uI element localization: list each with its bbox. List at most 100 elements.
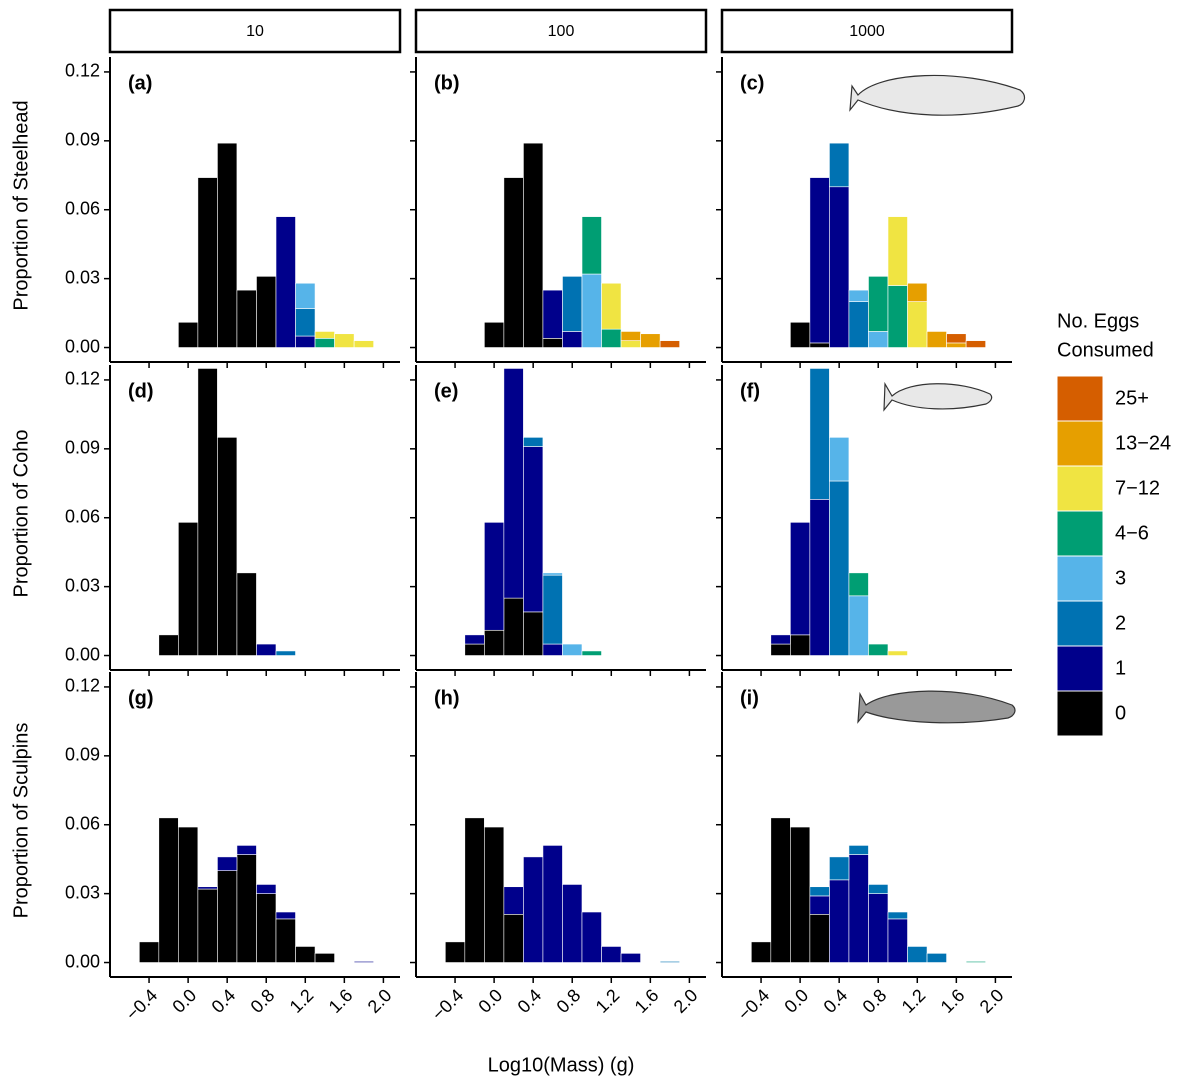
x-tick-label: −0.4 <box>428 985 467 1024</box>
legend-label: 4−6 <box>1115 522 1149 544</box>
bar-segment <box>314 338 335 348</box>
facet-strip <box>108 8 402 54</box>
bar-segment <box>197 368 218 656</box>
bar-segment <box>829 437 850 482</box>
bar-segment <box>848 854 869 963</box>
panel-tag: (a) <box>128 72 152 94</box>
bar-segment <box>178 826 199 963</box>
bar-segment <box>581 273 602 348</box>
bar-segment <box>523 142 544 348</box>
bar-segment <box>256 643 277 656</box>
x-tick-label: 0.0 <box>474 985 506 1017</box>
bar-segment <box>158 817 179 963</box>
y-tick-label: 0.06 <box>65 198 100 218</box>
legend-swatch <box>1056 555 1104 602</box>
fish-icons <box>849 74 1026 724</box>
x-axis-title: Log10(Mass) (g) <box>488 1054 635 1076</box>
bar-segment <box>868 276 889 332</box>
bar-segment <box>581 911 602 963</box>
bar-segment <box>809 368 830 500</box>
bar-segment <box>353 340 374 348</box>
bar-segment <box>887 911 908 920</box>
y-tick-label: 0.00 <box>65 336 100 356</box>
x-tick-label: −0.4 <box>734 985 773 1024</box>
bar-segment <box>523 437 544 447</box>
bar-segment <box>868 884 889 894</box>
x-tick-label: 2.0 <box>364 985 396 1017</box>
bar-segment <box>659 340 680 348</box>
bar-segment <box>829 879 850 963</box>
x-tick-label: 2.0 <box>670 985 702 1017</box>
x-tick-label: 1.6 <box>325 985 357 1017</box>
panel-tag: (i) <box>740 687 759 709</box>
panel-tag: (c) <box>740 72 764 94</box>
bar-segment <box>138 941 160 963</box>
bar-segment <box>848 289 869 302</box>
bar-segment <box>484 321 505 348</box>
bar-segment <box>907 946 928 963</box>
bar-segment <box>965 961 986 963</box>
legend-label: 7−12 <box>1115 477 1160 499</box>
bar-segment <box>256 893 277 963</box>
bar-segment <box>503 597 524 656</box>
panel-tag: (f) <box>740 380 760 402</box>
bar-segment <box>464 817 485 963</box>
bar-segment <box>965 340 986 348</box>
legend-swatch <box>1056 420 1104 467</box>
y-axis-title: Proportion of Sculpins <box>10 723 32 919</box>
bar-segment <box>770 817 791 963</box>
y-tick-label: 0.06 <box>65 506 100 526</box>
bar-segment <box>790 321 811 348</box>
bar-segment <box>562 276 583 332</box>
bar-segment <box>829 856 850 881</box>
bar-segment <box>484 629 505 656</box>
bar-segment <box>542 338 563 348</box>
bar-segment <box>484 826 505 963</box>
panel: (e) <box>410 365 706 676</box>
y-tick-label: 0.09 <box>65 438 100 458</box>
bar-segment <box>848 595 869 656</box>
bar-segment <box>620 340 641 348</box>
legend-label: 2 <box>1115 612 1126 634</box>
y-tick-label: 0.03 <box>65 267 100 287</box>
bar-segment <box>620 953 641 963</box>
bar-segment <box>353 961 374 963</box>
bar-segment <box>444 941 466 963</box>
bar-segment <box>197 177 218 348</box>
bar-segment <box>275 911 296 920</box>
bar-segment <box>542 845 563 963</box>
bar-segment <box>562 643 583 656</box>
bar-segment <box>809 895 830 915</box>
bar-segment <box>809 342 830 348</box>
legend-label: 25+ <box>1115 387 1149 409</box>
bar-segment <box>946 333 967 344</box>
panel: (c) <box>716 57 1012 368</box>
bar-segment <box>197 888 218 963</box>
y-tick-label: 0.03 <box>65 575 100 595</box>
bar-segment <box>926 953 947 963</box>
y-tick-label: 0.06 <box>65 813 100 833</box>
legend-swatch <box>1056 645 1104 692</box>
y-tick-label: 0.12 <box>65 369 100 389</box>
bar-segment <box>887 650 908 656</box>
bar-segment <box>848 845 869 855</box>
bar-segment <box>790 826 811 963</box>
facet-strip <box>414 8 708 54</box>
y-tick-label: 0.09 <box>65 745 100 765</box>
panel: −0.4 0.0 0.4 0.8 1.2 1.6 2.0 (i) <box>716 672 1012 1024</box>
bar-segment <box>659 961 680 963</box>
x-tick-label: 1.6 <box>937 985 969 1017</box>
bar-segment <box>256 276 277 348</box>
coho-icon <box>883 381 993 412</box>
panel-tag: (b) <box>434 72 460 94</box>
x-tick-label: 0.8 <box>247 985 279 1017</box>
panel: −0.4 0.0 0.4 0.8 1.2 1.6 2.0 (h) <box>410 672 706 1024</box>
bar-segment <box>770 643 791 656</box>
panel: 0.00 0.03 0.06 0.09 0.12 −0.4 0.0 0.4 0.8 1.2 1.6 2… <box>65 672 400 1024</box>
legend-swatch <box>1056 600 1104 647</box>
y-tick-label: 0.00 <box>65 951 100 971</box>
x-tick-label: 0.0 <box>780 985 812 1017</box>
bar-segment <box>542 643 563 656</box>
bar-segment <box>809 499 830 656</box>
x-tick-label: 0.0 <box>168 985 200 1017</box>
